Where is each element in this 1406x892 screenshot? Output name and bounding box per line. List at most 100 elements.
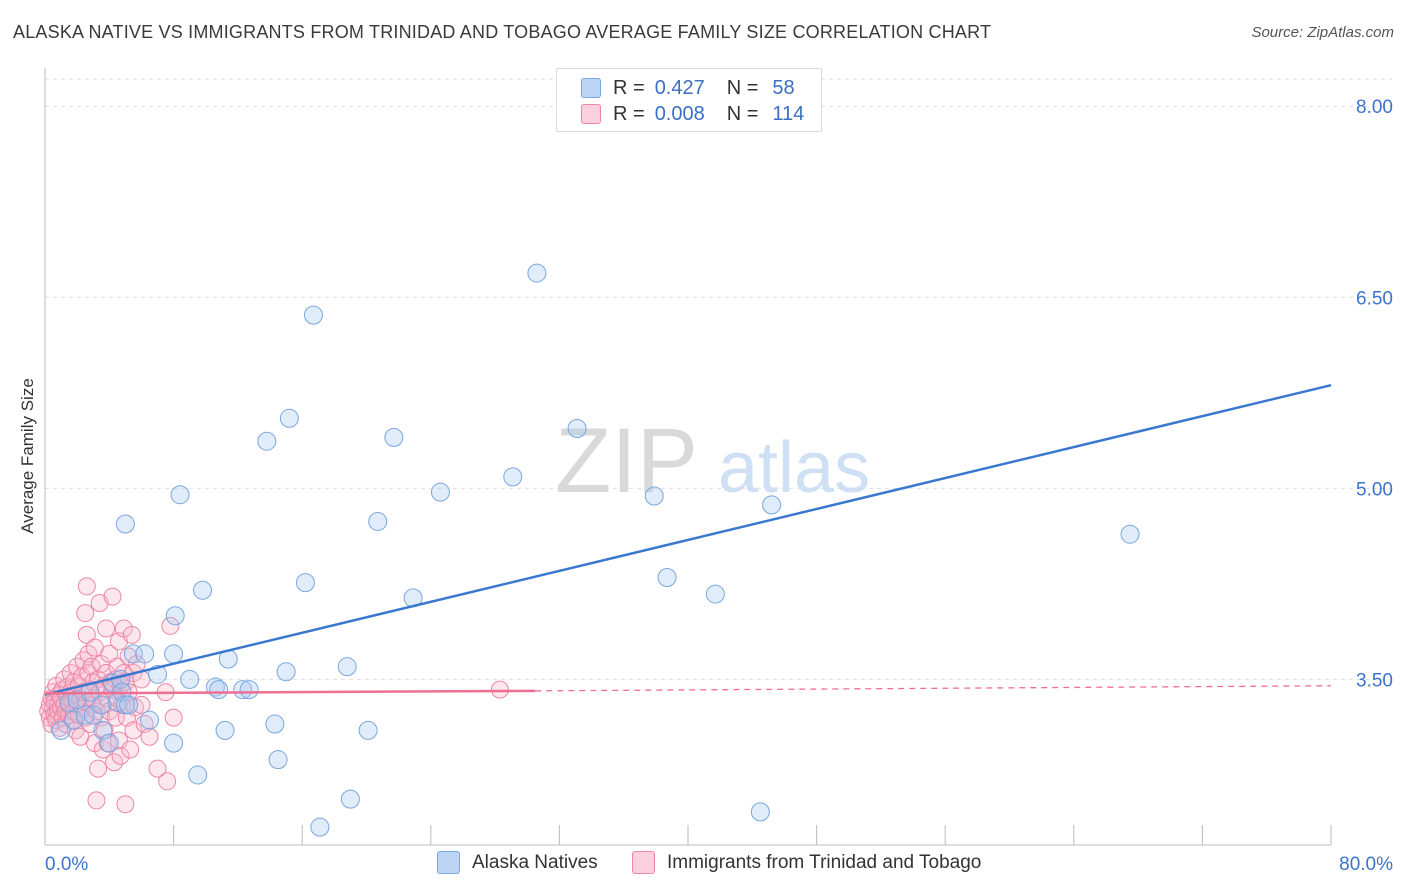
legend-swatch-pink: [632, 851, 655, 874]
data-point: [105, 753, 124, 772]
data-point: [119, 695, 139, 715]
data-point: [257, 431, 277, 451]
data-point: [116, 795, 135, 814]
data-point: [140, 727, 159, 746]
legend-r-value: 0.008: [654, 102, 705, 125]
data-point: [77, 577, 96, 596]
data-point: [164, 644, 184, 664]
correlation-legend: R = 0.427 N = 58 R = 0.008 N = 114: [556, 68, 822, 132]
axes: [44, 68, 1332, 846]
legend-swatch-blue: [437, 851, 460, 874]
data-point: [430, 482, 450, 502]
data-point: [135, 644, 155, 664]
data-point: [91, 695, 111, 715]
data-point: [161, 616, 180, 635]
x-tick-labels: 0.0% 80.0%: [45, 854, 1393, 875]
data-point: [490, 680, 509, 699]
data-point: [89, 759, 108, 778]
legend-row-trinidad: R = 0.008 N = 114: [581, 102, 804, 126]
data-point: [279, 408, 299, 428]
trend-lines: [44, 383, 1332, 696]
data-point: [762, 495, 782, 515]
trend-line-trinidad: [44, 689, 536, 695]
x-tick-label: 80.0%: [1339, 854, 1393, 875]
data-point: [121, 740, 140, 759]
legend-item-trinidad-tobago: Immigrants from Trinidad and Tobago: [632, 851, 981, 874]
data-point: [124, 721, 143, 740]
legend-label: Alaska Natives: [472, 851, 598, 873]
data-point: [340, 789, 360, 809]
watermark: ZIP atlas: [555, 410, 870, 512]
data-point: [180, 669, 200, 689]
pink-points: [39, 577, 509, 814]
legend-r-value: 0.427: [654, 76, 705, 99]
legend-r-label: R =: [613, 76, 645, 99]
data-point: [337, 657, 357, 677]
legend-swatch-pink: [581, 104, 601, 124]
trend-line-trinidad-extension: [535, 685, 1332, 692]
data-point: [527, 263, 547, 283]
data-point: [68, 657, 87, 676]
data-point: [51, 720, 71, 740]
y-tick-label: 6.50: [1356, 288, 1393, 309]
data-point: [77, 625, 96, 644]
legend-swatch-blue: [581, 78, 601, 98]
legend-label: Immigrants from Trinidad and Tobago: [667, 851, 982, 873]
legend-n-label: N =: [726, 102, 759, 125]
y-tick-label: 3.50: [1356, 670, 1393, 691]
legend-item-alaska-natives: Alaska Natives: [437, 851, 598, 874]
legend-row-alaska: R = 0.427 N = 58: [581, 76, 795, 100]
data-point: [170, 485, 190, 505]
data-point: [268, 750, 288, 770]
data-point: [384, 427, 404, 447]
data-point: [239, 680, 259, 700]
legend-n-value: 114: [772, 102, 805, 125]
data-point: [657, 568, 677, 588]
data-point: [97, 619, 116, 638]
data-point: [358, 720, 378, 740]
data-point: [75, 705, 95, 725]
data-point: [303, 305, 323, 325]
series-legend: Alaska Natives Immigrants from Trinidad …: [0, 851, 1406, 879]
data-point: [209, 680, 229, 700]
y-tick-label: 8.00: [1356, 97, 1393, 118]
y-tick-label: 5.00: [1356, 479, 1393, 500]
legend-n-label: N =: [726, 76, 759, 99]
x-tick-label: 0.0%: [45, 854, 88, 875]
chart-title: ALASKA NATIVE VS IMMIGRANTS FROM TRINIDA…: [13, 22, 992, 42]
data-point: [99, 733, 119, 753]
data-point: [1120, 524, 1140, 544]
data-point: [705, 584, 725, 604]
data-point: [644, 486, 664, 506]
data-point: [148, 759, 167, 778]
data-point: [111, 746, 130, 765]
data-point: [64, 710, 84, 730]
data-point: [164, 733, 184, 753]
trend-line-alaska: [44, 383, 1332, 696]
y-tick-labels: 3.50 5.00 6.50 8.00: [1356, 97, 1393, 691]
data-point: [188, 765, 208, 785]
data-point: [93, 720, 113, 740]
data-point: [103, 587, 122, 606]
watermark-atlas: atlas: [718, 428, 870, 508]
data-point: [233, 680, 253, 700]
legend-n-value: 58: [772, 76, 795, 99]
data-point: [164, 708, 183, 727]
data-point: [76, 604, 95, 623]
data-point: [310, 817, 330, 837]
data-point: [123, 644, 143, 664]
data-point: [139, 710, 159, 730]
data-point: [158, 772, 177, 791]
data-point: [115, 514, 135, 534]
data-point: [215, 720, 235, 740]
legend-r-label: R =: [613, 102, 645, 125]
data-point: [368, 511, 388, 531]
data-point: [265, 714, 285, 734]
data-point: [83, 705, 103, 725]
data-point: [193, 580, 213, 600]
watermark-zip: ZIP: [555, 410, 698, 512]
data-point: [567, 418, 587, 438]
blue-points: [51, 263, 1140, 837]
data-point: [132, 695, 151, 714]
